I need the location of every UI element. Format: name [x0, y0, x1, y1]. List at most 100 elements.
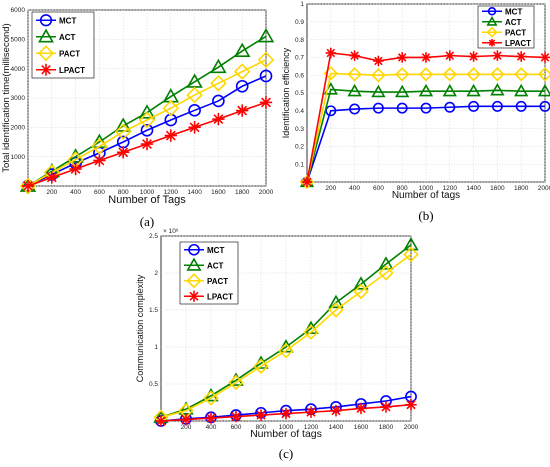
x-tick-label: 400 — [206, 424, 217, 431]
x-tick-label: 400 — [349, 185, 360, 192]
legend-marker-mct — [188, 243, 200, 256]
y-tick-label: 5000 — [11, 37, 26, 44]
point-pact — [418, 67, 434, 82]
point-lpact — [301, 176, 313, 188]
x-tick-label: 2000 — [404, 424, 419, 431]
x-tick-label: 1200 — [304, 424, 319, 431]
y-axis-label: Communication complexity — [135, 274, 145, 382]
point-lpact — [212, 112, 225, 126]
point-act — [210, 58, 227, 74]
x-tick-label: 1200 — [164, 189, 179, 196]
x-tick-label: 600 — [373, 185, 384, 192]
point-pact — [303, 324, 319, 340]
legend-marker-pact — [186, 273, 202, 289]
legend-label-act: ACT — [207, 261, 224, 270]
point-act — [353, 276, 369, 290]
point-lpact — [420, 52, 432, 63]
point-mct — [259, 69, 273, 83]
point-lpact — [380, 401, 392, 413]
x-tick-label: 200 — [46, 189, 57, 196]
y-tick-label: 1000 — [11, 154, 26, 161]
point-act — [514, 83, 529, 97]
point-lpact — [180, 413, 192, 426]
legend-label-mct: MCT — [207, 246, 224, 255]
y-tick-label: 0.8 — [295, 37, 304, 44]
point-pact — [514, 67, 529, 82]
y-axis-label: Total identification time(millisecond) — [1, 23, 12, 172]
x-tick-label: 1600 — [211, 189, 226, 196]
legend-label-act: ACT — [59, 33, 76, 42]
point-pact — [114, 123, 132, 141]
y-tick-label: 0.7 — [295, 55, 304, 62]
point-mct — [420, 102, 432, 114]
point-mct — [235, 79, 249, 93]
point-lpact — [330, 404, 342, 417]
series-line-pact — [160, 253, 412, 419]
x-tick-label: 2000 — [259, 189, 274, 196]
legend-marker-pact — [486, 26, 498, 38]
x-tick-label: 600 — [231, 424, 242, 431]
legend-c: MCT ACT PACT LPACT — [179, 241, 239, 305]
point-act — [466, 83, 481, 97]
x-tick-label: 1000 — [140, 189, 155, 196]
point-lpact — [164, 129, 177, 142]
y-axis-label: Identification efficiency — [281, 47, 291, 138]
point-act — [257, 27, 275, 43]
legend-label-lpact: LPACT — [59, 66, 85, 75]
x-tick-label: 1800 — [235, 189, 250, 196]
y-tick-label: 3000 — [11, 95, 26, 102]
point-pact — [490, 67, 505, 82]
legend-marker-mct — [487, 7, 497, 16]
point-pact — [378, 265, 394, 281]
point-lpact — [117, 146, 130, 159]
point-pact — [328, 302, 344, 318]
series-line-pact — [306, 72, 545, 183]
y-tick-label: 0.6 — [295, 72, 304, 79]
series-line-mct — [27, 75, 267, 187]
legend-marker-lpact — [188, 290, 200, 302]
legend-label-lpact: LPACT — [207, 292, 233, 301]
x-tick-label: 1800 — [379, 424, 394, 431]
x-tick-label: 200 — [181, 424, 192, 431]
point-lpact — [305, 406, 317, 418]
y-tick-label: 0.5 — [295, 90, 304, 97]
legend-label-pact: PACT — [207, 277, 228, 286]
point-act — [490, 82, 505, 96]
point-lpact — [69, 162, 82, 176]
point-lpact — [45, 171, 58, 184]
point-lpact — [373, 55, 384, 67]
point-mct — [396, 102, 408, 114]
legend-marker-act — [486, 15, 498, 26]
y-tick-label: 1 — [300, 1, 304, 8]
legend-a: MCT ACT PACT LPACT — [31, 11, 95, 79]
series-line-act — [160, 244, 412, 419]
legend-marker-lpact — [40, 63, 52, 76]
y-tick-label: 6000 — [11, 7, 26, 14]
x-tick-label: 1600 — [354, 424, 369, 431]
legend-box — [477, 5, 535, 49]
point-act — [233, 42, 251, 57]
point-pact — [403, 246, 419, 263]
x-tick-label: 1200 — [443, 185, 458, 192]
chart-c: 20040060080010001200140016001800200000.5… — [135, 228, 419, 461]
x-tick-label: 800 — [256, 424, 267, 431]
point-act — [371, 84, 386, 98]
point-act — [418, 83, 434, 97]
point-pact — [203, 390, 219, 406]
point-lpact — [325, 47, 337, 59]
point-mct — [188, 103, 201, 117]
point-act — [442, 83, 457, 97]
point-lpact — [236, 104, 249, 117]
legend-label-pact: PACT — [505, 28, 526, 37]
y-tick-label: 0.2 — [295, 144, 304, 151]
point-pact — [466, 67, 481, 82]
point-act — [138, 104, 156, 119]
x-tick-label: 1600 — [490, 185, 505, 192]
legend-marker-lpact — [488, 38, 496, 47]
point-pact — [347, 67, 362, 82]
x-tick-label: 600 — [94, 189, 105, 196]
point-act — [378, 256, 394, 270]
point-mct — [140, 123, 154, 137]
point-lpact — [93, 154, 106, 167]
